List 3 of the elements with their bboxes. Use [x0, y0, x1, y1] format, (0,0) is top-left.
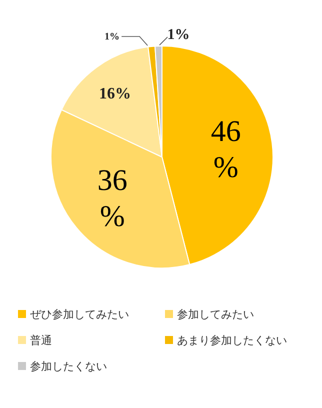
legend-label: 普通: [30, 334, 52, 347]
data-label: 1%: [104, 31, 120, 42]
data-label: 1%: [167, 27, 190, 44]
